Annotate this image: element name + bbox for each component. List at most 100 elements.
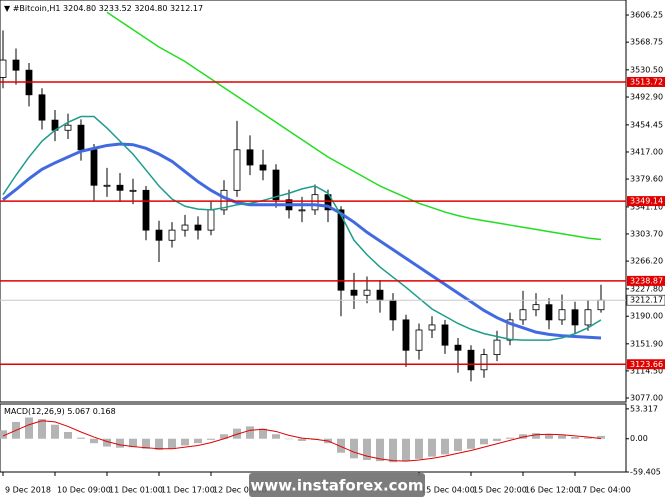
marks — [0, 11, 626, 463]
histogram-bar — [38, 419, 46, 439]
ohlc: 3212.17 — [170, 4, 203, 13]
candle-body — [480, 354, 488, 371]
histogram-bar — [207, 438, 215, 440]
level-label: 3349.14 — [630, 197, 663, 206]
chart-header: ▼ #Bitcoin,H1 3204.80 3233.52 3204.80 32… — [4, 4, 203, 13]
macd-header: MACD(12,26,9) 5.067 0.168 — [4, 407, 116, 416]
histogram-bar — [441, 438, 449, 455]
candle-body — [207, 209, 215, 231]
watermark: www.instaforex.com — [251, 477, 424, 495]
histogram-bar — [233, 428, 241, 439]
candle-body — [298, 209, 306, 212]
candle-body — [389, 299, 397, 321]
histogram-bar — [116, 438, 124, 448]
candle-body — [129, 189, 137, 192]
x-tick-label: 9 Dec 2018 — [5, 486, 51, 495]
y-tick-label: 3114.50 — [630, 366, 663, 375]
histogram-bar — [402, 438, 410, 462]
histogram-bar — [90, 438, 98, 444]
candle-body — [337, 209, 345, 291]
candle-body — [376, 289, 384, 301]
x-tick-label: 11 Dec 17:00 — [161, 486, 215, 495]
moving-average — [106, 11, 602, 241]
level-label: 3513.72 — [630, 77, 663, 86]
candle-body — [64, 124, 72, 131]
macd-panel — [0, 403, 627, 473]
symbol: #Bitcoin,H1 — [13, 4, 61, 13]
y-tick-label: 3454.45 — [630, 120, 663, 129]
level-label: 3123.66 — [630, 360, 663, 369]
histogram-bar — [584, 437, 592, 439]
candle-body — [103, 184, 111, 187]
candle-body — [454, 344, 462, 351]
histogram-bar — [532, 433, 540, 439]
candle-body — [584, 309, 592, 326]
histogram-bar — [350, 438, 358, 459]
ohlc: 3204.80 — [134, 4, 167, 13]
level-box — [627, 196, 665, 207]
histogram-bar — [415, 438, 423, 459]
candle-body — [77, 124, 85, 151]
candle-body — [168, 229, 176, 241]
histogram-bar — [428, 438, 436, 457]
histogram-bar — [285, 438, 293, 440]
histogram-bar — [506, 437, 514, 439]
last-price-label: 3212.17 — [630, 296, 663, 305]
candle-body — [259, 164, 267, 171]
histogram-bar — [25, 417, 33, 439]
candle-body — [181, 224, 189, 231]
y-tick-label: 3227.80 — [630, 284, 663, 293]
candle-body — [12, 59, 20, 71]
histogram-bar — [493, 438, 501, 441]
histogram-bar — [77, 437, 85, 439]
candle-body — [545, 304, 553, 321]
histogram-bar — [519, 434, 527, 439]
candle-body — [311, 194, 319, 211]
candle-body — [363, 289, 371, 296]
y-tick-label: 3077.00 — [630, 394, 663, 403]
moving-average — [2, 115, 602, 341]
signal-line — [2, 420, 602, 462]
candle-body — [415, 329, 423, 351]
y-tick-label: 3606.25 — [630, 11, 663, 20]
histogram-bar — [194, 438, 202, 444]
histogram-bar — [597, 435, 605, 439]
y-tick-label: 3190.00 — [630, 312, 663, 321]
histogram-bar — [129, 438, 137, 448]
y-tick-label: 53.317 — [630, 404, 658, 413]
histogram-bar — [155, 438, 163, 450]
candle-body — [116, 184, 124, 191]
y-tick-label: 3568.75 — [630, 38, 663, 47]
y-tick-label: 3417.00 — [630, 147, 663, 156]
candle-body — [558, 309, 566, 321]
last-price-box — [626, 294, 665, 306]
x-tick-label: 15 Dec 04:00 — [421, 486, 475, 495]
candle-body — [571, 309, 579, 326]
histogram-bar — [272, 434, 280, 439]
histogram-bar — [467, 438, 475, 449]
candle-body — [597, 299, 605, 311]
x-tick-label: 12 Dec 09:00 — [213, 486, 267, 495]
candle-body — [233, 149, 241, 191]
histogram-bar — [480, 438, 488, 445]
histogram-bar — [51, 424, 59, 439]
macd-value: 0.168 — [93, 407, 116, 416]
histogram-bar — [220, 434, 228, 439]
histogram-bar — [246, 426, 254, 439]
histogram-bar — [64, 432, 72, 439]
candle-body — [532, 304, 540, 311]
y-tick-label: -59.405 — [630, 468, 661, 477]
histogram-bar — [142, 438, 150, 449]
candle-body — [428, 324, 436, 331]
level-label: 3238.87 — [630, 276, 663, 285]
candle-body — [194, 224, 202, 231]
level-box — [627, 275, 665, 286]
candle-body — [246, 149, 254, 166]
candle-body — [155, 229, 163, 241]
x-tick-label: 11 Dec 01:00 — [109, 486, 163, 495]
histogram-bar — [103, 438, 111, 447]
y-tick-label: 3492.90 — [630, 93, 663, 102]
histogram-bar — [181, 438, 189, 446]
histogram-bar — [0, 430, 7, 439]
